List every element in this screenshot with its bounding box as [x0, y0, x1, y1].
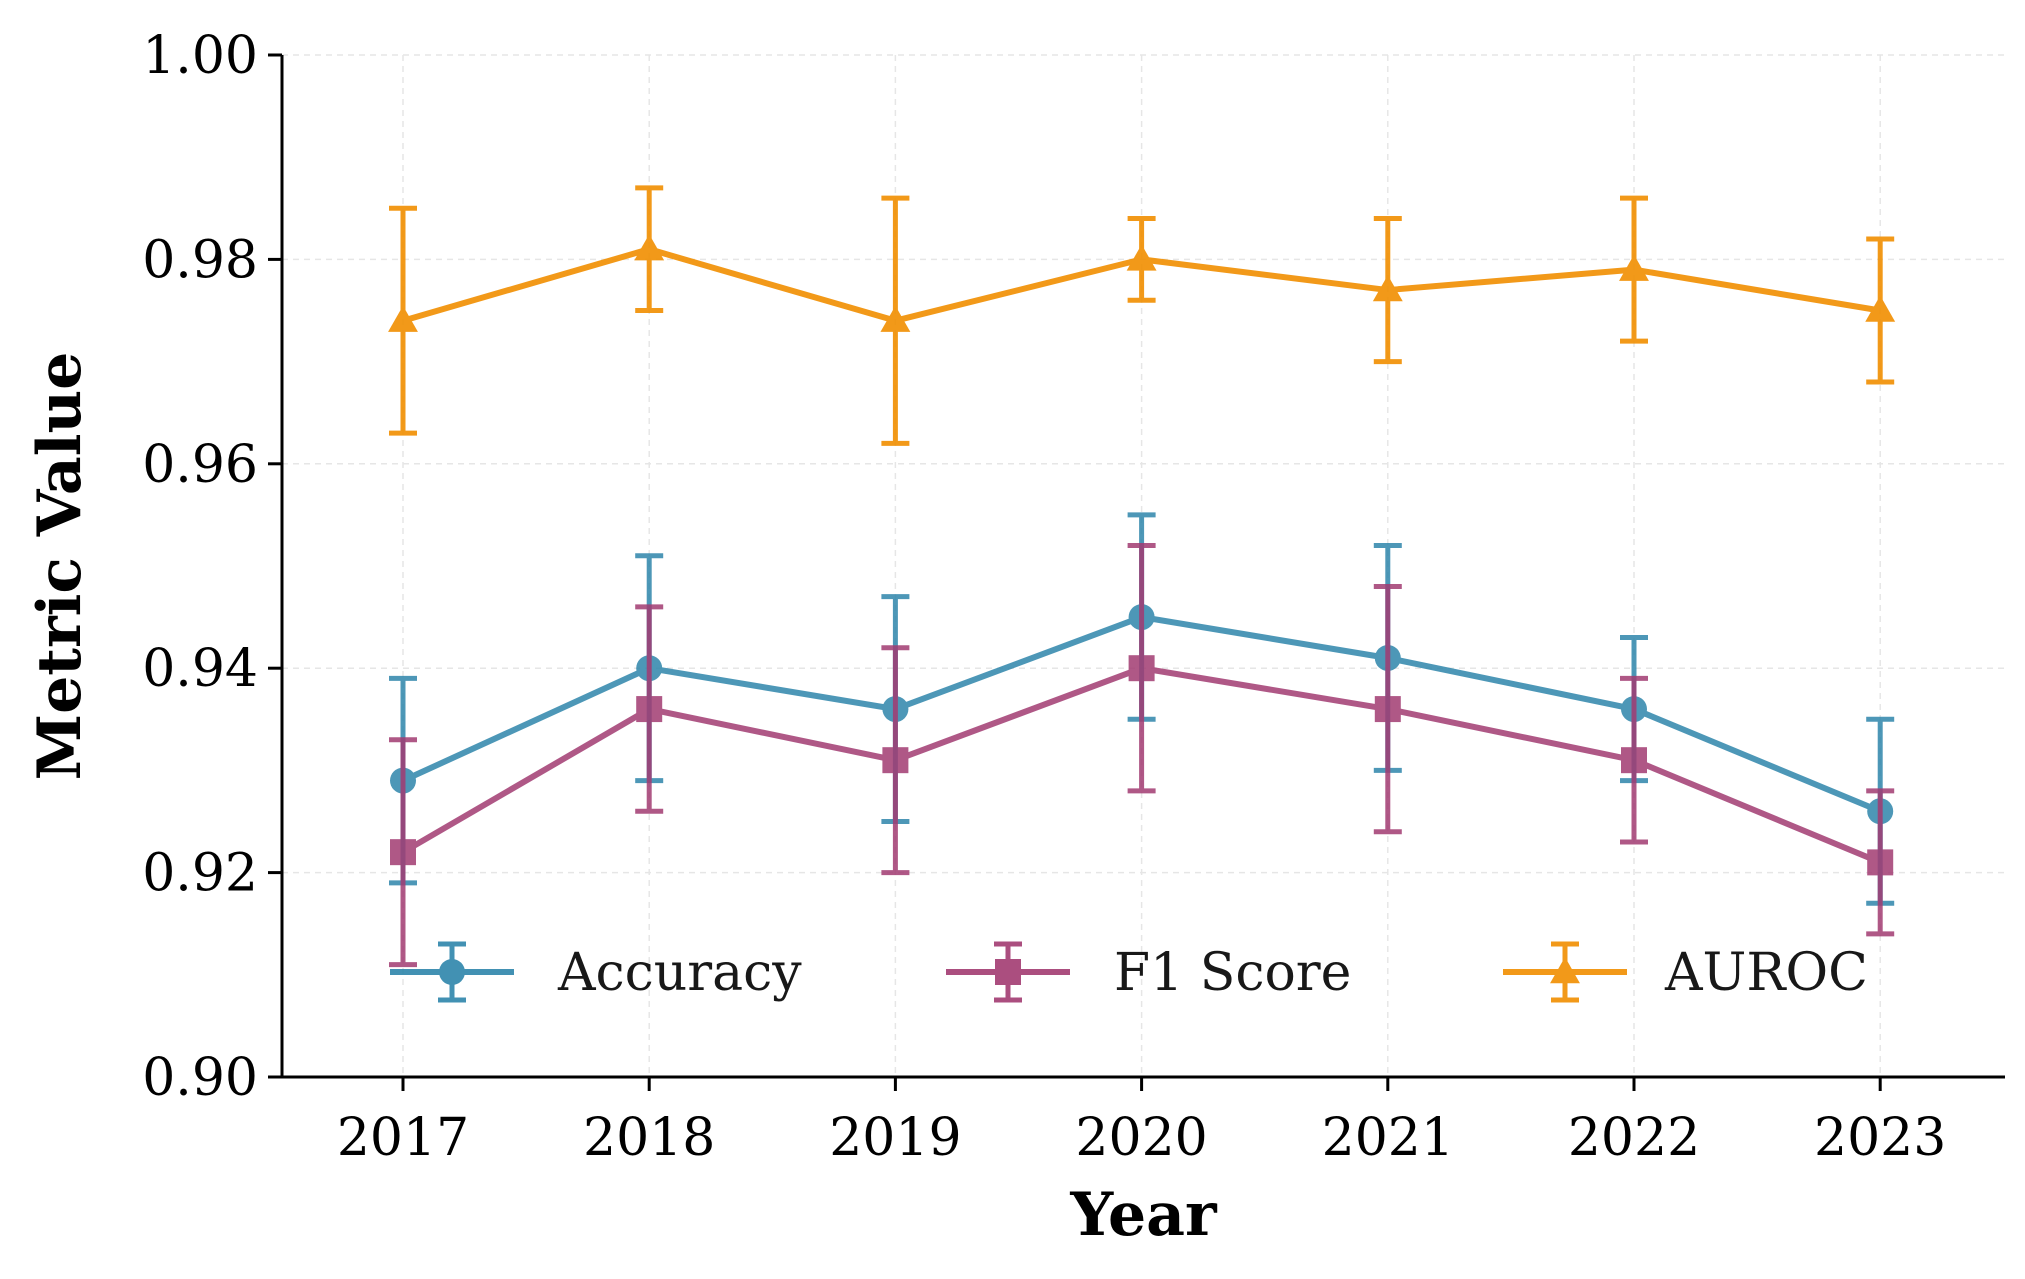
data-point	[1621, 747, 1647, 774]
y-tick-label: 0.98	[142, 230, 258, 290]
series-layer	[388, 185, 1896, 968]
legend-item-f1-score: F1 Score	[946, 941, 1351, 1003]
x-tick-label: 2020	[1075, 1108, 1207, 1168]
x-axis-title: Year	[1069, 1180, 1218, 1250]
x-tick-label: 2022	[1568, 1108, 1700, 1168]
axes-layer: 0.90 0.92 0.94 0.96 0.98 1.00 2017 2018 2019 2020…	[142, 26, 2005, 1168]
legend-label: Accuracy	[557, 943, 802, 1003]
data-point	[1865, 295, 1896, 322]
y-tick-label: 1.00	[142, 26, 258, 86]
x-tick-label: 2019	[829, 1108, 961, 1168]
data-point	[882, 747, 909, 774]
legend-item-accuracy: Accuracy	[390, 941, 802, 1003]
y-tick-label: 0.90	[142, 1048, 258, 1108]
series-auroc	[388, 185, 1896, 446]
legend-label: F1 Score	[1114, 943, 1351, 1003]
legend: Accuracy F1 Score AUROC	[390, 941, 1868, 1003]
legend-item-auroc: AUROC	[1503, 941, 1868, 1003]
data-point	[636, 696, 663, 723]
y-tick-label: 0.92	[142, 844, 258, 904]
data-point	[1619, 254, 1649, 281]
data-point	[1867, 849, 1894, 876]
data-point	[1372, 275, 1403, 302]
legend-marker	[439, 959, 465, 985]
legend-label: AUROC	[1664, 943, 1868, 1003]
data-point	[1374, 696, 1401, 723]
x-tick-label: 2023	[1814, 1108, 1946, 1168]
series-f1-score	[389, 543, 1895, 968]
y-tick-label: 0.94	[142, 639, 258, 699]
x-tick-label: 2018	[583, 1108, 715, 1168]
x-tick-label: 2017	[337, 1108, 469, 1168]
data-point	[390, 839, 416, 866]
x-tick-label: 2021	[1322, 1108, 1454, 1168]
legend-marker	[1550, 957, 1580, 984]
data-point	[880, 305, 911, 332]
data-point	[1126, 244, 1157, 271]
data-point	[634, 234, 665, 261]
legend-marker	[995, 959, 1021, 985]
y-tick-label: 0.96	[142, 435, 258, 495]
data-point	[1128, 655, 1155, 682]
y-axis-title: Metric Value	[25, 352, 95, 781]
data-point	[388, 305, 418, 332]
